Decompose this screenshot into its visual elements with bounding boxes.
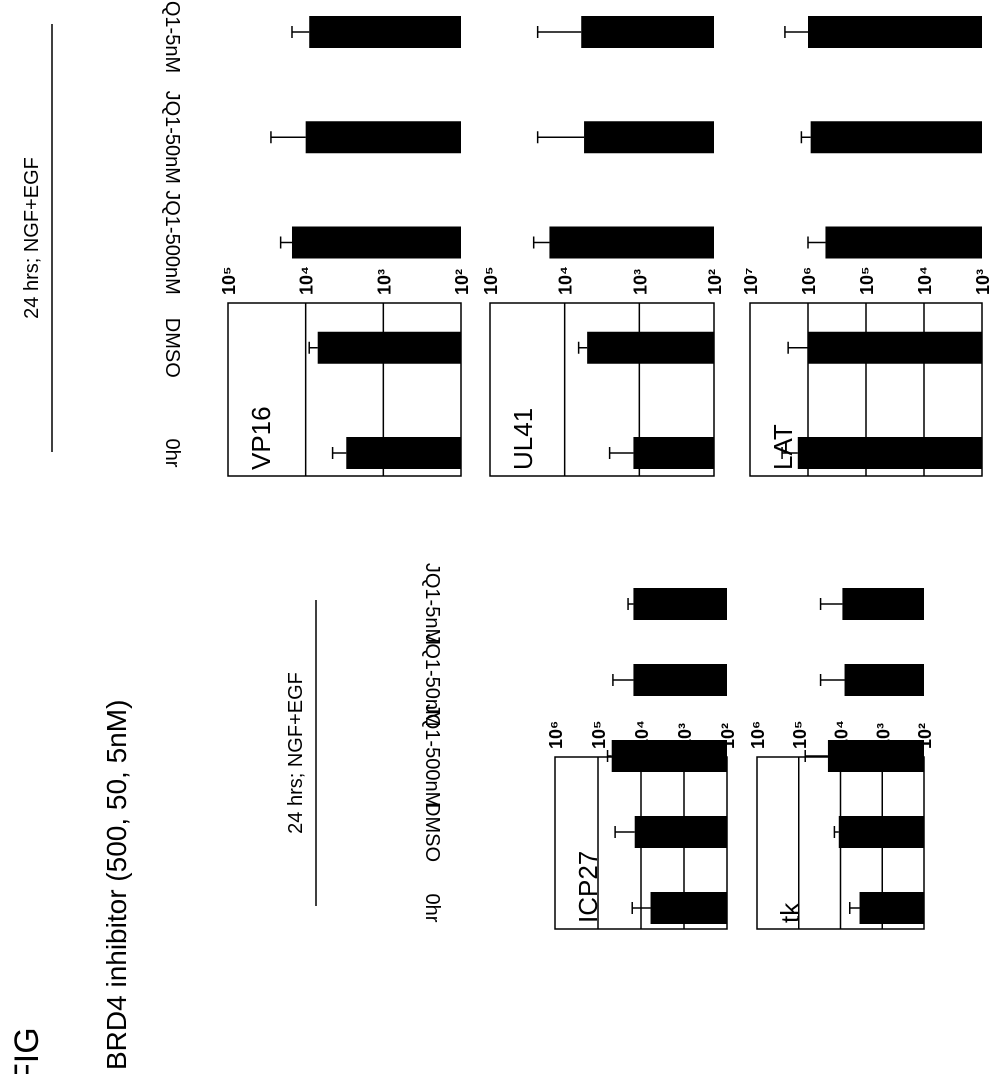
bar xyxy=(808,331,982,364)
y-tick-label: 10⁴ xyxy=(556,266,576,295)
y-tick-label: 10³ xyxy=(374,269,394,295)
charts-layer: 24 hrs; NGF+EGF0hrDMSOJQ1-500nMJQ1-50nMJ… xyxy=(21,0,993,930)
bar xyxy=(549,226,715,259)
y-tick-label: 10³ xyxy=(630,269,650,295)
bar xyxy=(859,892,924,924)
category-label: DMSO xyxy=(161,318,183,378)
category-label: JQ1-50nM xyxy=(421,633,443,726)
group-condition-label: 24 hrs; NGF+EGF xyxy=(21,157,43,319)
bar xyxy=(634,816,727,848)
bar xyxy=(346,437,461,469)
panel-label: LAT xyxy=(768,424,798,470)
panel-label: ICP27 xyxy=(573,851,603,923)
bar xyxy=(309,16,461,48)
category-label: 0hr xyxy=(421,894,443,923)
bar xyxy=(650,892,727,924)
bar xyxy=(842,588,925,620)
y-tick-label: 10² xyxy=(452,269,472,295)
y-tick-label: 10⁴ xyxy=(297,266,317,295)
category-label: JQ1-50nM xyxy=(161,91,183,184)
bar xyxy=(291,226,461,259)
category-label: 0hr xyxy=(161,439,183,468)
panel-label: VP16 xyxy=(246,406,276,470)
bar xyxy=(581,16,715,48)
category-label: JQ1-500nM xyxy=(421,704,443,809)
bar xyxy=(810,121,982,154)
bar xyxy=(584,121,714,154)
bar xyxy=(305,121,461,154)
panel-frame xyxy=(489,302,715,477)
bar xyxy=(611,740,727,772)
panel-label: UL41 xyxy=(508,408,538,470)
chart-panel-lat: 10⁷ 10⁶ 10⁵ 10⁴ 10³ LAT xyxy=(741,16,993,477)
category-label: JQ1-500nM xyxy=(161,190,183,295)
bar xyxy=(844,664,925,696)
y-tick-label: 10⁵ xyxy=(219,267,239,295)
bar xyxy=(633,588,728,620)
bar xyxy=(825,226,982,259)
panel-frame xyxy=(227,302,462,477)
bar xyxy=(838,816,924,848)
panel-label: tk xyxy=(775,902,805,923)
y-tick-label: 10³ xyxy=(973,269,993,295)
y-tick-label: 10⁶ xyxy=(799,267,819,295)
y-tick-label: 10⁵ xyxy=(481,267,501,295)
y-tick-label: 10⁵ xyxy=(857,267,877,295)
y-tick-label: 10⁴ xyxy=(915,266,935,295)
category-label: JQ1-5nM xyxy=(161,0,183,73)
bar xyxy=(587,331,714,364)
group-condition-label: 24 hrs; NGF+EGF xyxy=(285,672,307,834)
category-label: JQ1-5nM xyxy=(421,563,443,645)
bar xyxy=(317,331,461,364)
bar xyxy=(633,664,728,696)
chart-panel-vp16: 10⁵ 10⁴ 10³ 10² VP16 xyxy=(219,16,472,477)
y-tick-label: 10⁵ xyxy=(790,721,810,749)
bar xyxy=(808,16,982,48)
figure-title-fragment: FIG xyxy=(8,1027,46,1074)
y-tick-label: 10⁶ xyxy=(546,721,566,749)
figure-condition-text: BRD4 inhibitor (500, 50, 5nM) xyxy=(101,700,132,1070)
bar xyxy=(633,437,715,469)
y-tick-label: 10⁶ xyxy=(748,721,768,749)
y-tick-label: 10⁵ xyxy=(589,721,609,749)
bar xyxy=(797,437,982,469)
bar xyxy=(827,740,925,772)
y-tick-label: 10² xyxy=(705,269,725,295)
y-tick-label: 10⁷ xyxy=(741,268,761,295)
category-label: DMSO xyxy=(421,802,443,862)
chart-panel-ul41: 10⁵ 10⁴ 10³ 10² UL41 xyxy=(481,16,725,477)
